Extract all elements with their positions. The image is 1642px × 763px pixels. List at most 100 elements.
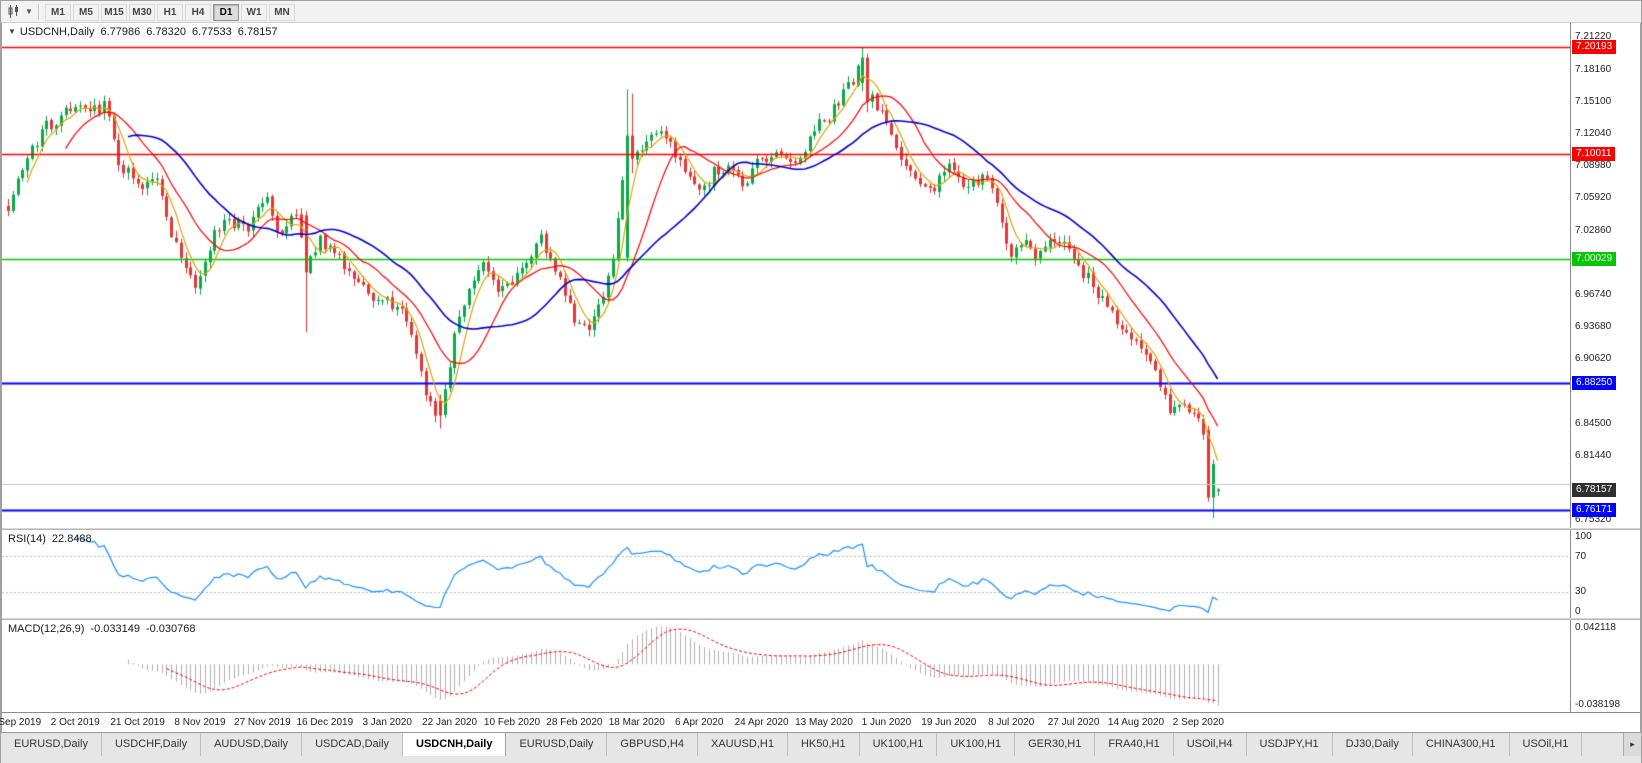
- date-tick: 2 Sep 2020: [1172, 717, 1224, 728]
- symbol-tab-usdcnh-daily[interactable]: USDCNH,Daily: [403, 733, 507, 756]
- rsi-level-70: 70: [1575, 551, 1587, 562]
- price-tick: 7.08980: [1575, 160, 1612, 172]
- date-tick: 13 Sep 2019: [0, 717, 42, 728]
- rsi-level-0: 0: [1575, 606, 1581, 617]
- macd-axis-bottom: -0.038198: [1575, 699, 1621, 710]
- timeframe-button-w1[interactable]: W1: [241, 4, 267, 21]
- price-chart-canvas[interactable]: [2, 23, 1574, 528]
- panel-splitter[interactable]: [2, 618, 1640, 620]
- symbol-tab-fra40-h1[interactable]: FRA40,H1: [1095, 733, 1174, 756]
- date-tick: 16 Dec 2019: [296, 717, 354, 728]
- panel-splitter[interactable]: [2, 528, 1640, 530]
- macd-title: MACD(12,26,9) -0.033149 -0.030768: [8, 623, 196, 635]
- price-tick: 6.96740: [1575, 289, 1612, 301]
- one-click-trading-icon[interactable]: ▼: [8, 27, 16, 36]
- status-strip: [1, 756, 1641, 763]
- symbol-tab-usdcad-daily[interactable]: USDCAD,Daily: [302, 733, 404, 756]
- rsi-value: 22.8488: [51, 533, 92, 545]
- candlestick-glyph: [8, 5, 18, 18]
- timeframe-button-m30[interactable]: M30: [129, 4, 155, 21]
- symbol-tab-usoil-h1[interactable]: USOil,H1: [1509, 733, 1583, 756]
- price-axis[interactable]: 7.21220 7.18160 7.15100 7.12040 7.08980 7.059…: [1570, 23, 1640, 528]
- macd-label: MACD(12,26,9): [8, 623, 85, 635]
- date-tick: 6 Apr 2020: [675, 717, 724, 728]
- symbol-tab-audusd-daily[interactable]: AUDUSD,Daily: [201, 733, 303, 756]
- symbol-tab-china300-h1[interactable]: CHINA300,H1: [1412, 733, 1510, 756]
- date-tick: 8 Jul 2020: [988, 717, 1035, 728]
- date-tick: 14 Aug 2020: [1107, 717, 1165, 728]
- timeframe-button-d1[interactable]: D1: [213, 4, 239, 21]
- date-tick: 1 Jun 2020: [861, 717, 912, 728]
- rsi-axis[interactable]: 100 70 30 0: [1570, 530, 1640, 618]
- symbol-tab-dj30-daily[interactable]: DJ30,Daily: [1332, 733, 1413, 756]
- symbol-tab-bar: EURUSD,Daily USDCHF,Daily AUDUSD,Daily USDC…: [1, 732, 1641, 756]
- symbol-tab-ger30-h1[interactable]: GER30,H1: [1015, 733, 1096, 756]
- chart-type-caret-icon[interactable]: ▼: [25, 7, 33, 16]
- timeframe-button-mn[interactable]: MN: [269, 4, 295, 21]
- symbol-tab-gbpusd-h4[interactable]: GBPUSD,H4: [607, 733, 698, 756]
- time-axis: 13 Sep 2019 2 Oct 2019 21 Oct 2019 8 Nov 20…: [0, 712, 1640, 732]
- ohlc-open: 6.77986: [100, 26, 141, 38]
- rsi-level-100: 100: [1575, 531, 1592, 542]
- symbol-tab-xauusd-h1[interactable]: XAUUSD,H1: [697, 733, 788, 756]
- symbol-tab-usoil-h4[interactable]: USOil,H4: [1173, 733, 1247, 756]
- chart-window: ▼ USDCNH,Daily 6.77986 6.78320 6.77533 6.7815…: [0, 23, 1641, 732]
- symbol-tab-uk100-h1[interactable]: UK100,H1: [859, 733, 938, 756]
- price-tick: 6.90620: [1575, 353, 1612, 365]
- rsi-level-30: 30: [1575, 586, 1587, 597]
- price-tick: 7.02860: [1575, 224, 1612, 236]
- price-line-badge: 6.78157: [1572, 482, 1617, 497]
- macd-axis[interactable]: 0.042118 -0.038198: [1570, 620, 1640, 712]
- date-tick: 19 Jun 2020: [921, 717, 977, 728]
- date-tick: 3 Jan 2020: [362, 717, 412, 728]
- symbol-tab-eurusd-daily[interactable]: EURUSD,Daily: [1, 733, 102, 756]
- date-tick: 2 Oct 2019: [50, 717, 100, 728]
- timeframe-button-m15[interactable]: M15: [101, 4, 127, 21]
- price-tick: 7.21220: [1575, 31, 1612, 43]
- price-chart-panel: ▼ USDCNH,Daily 6.77986 6.78320 6.77533 6.7815…: [2, 23, 1640, 528]
- timeframe-button-m1[interactable]: M1: [45, 4, 71, 21]
- rsi-label: RSI(14): [8, 533, 46, 545]
- tab-scroll-right-icon[interactable]: ▸: [1623, 733, 1641, 756]
- ohlc-close: 6.78157: [237, 26, 278, 38]
- symbol-tab-usdjpy-h1[interactable]: USDJPY,H1: [1246, 733, 1333, 756]
- toolbar-separator: [38, 3, 39, 20]
- timeframe-button-h1[interactable]: H1: [157, 4, 183, 21]
- rsi-panel: RSI(14) 22.8488 100 70 30 0: [2, 530, 1640, 618]
- date-tick: 13 May 2020: [795, 717, 853, 728]
- date-tick: 22 Jan 2020: [422, 717, 478, 728]
- ohlc-high: 6.78320: [146, 26, 187, 38]
- date-tick: 18 Mar 2020: [608, 717, 665, 728]
- symbol-tab-eurusd-daily[interactable]: EURUSD,Daily: [506, 733, 608, 756]
- chart-title: ▼ USDCNH,Daily 6.77986 6.78320 6.77533 6.7815…: [8, 26, 278, 38]
- price-tick: 6.75320: [1575, 514, 1612, 526]
- price-tick: 7.05920: [1575, 192, 1612, 204]
- symbol-tab-uk100-h1[interactable]: UK100,H1: [937, 733, 1016, 756]
- macd-axis-top: 0.042118: [1575, 622, 1616, 633]
- rsi-canvas[interactable]: [2, 530, 1574, 618]
- price-tick: 7.15100: [1575, 95, 1612, 107]
- price-line-badge: 7.00029: [1572, 252, 1617, 267]
- timeframe-button-h4[interactable]: H4: [185, 4, 211, 21]
- timeframe-toolbar: ▼ M1 M5 M15 M30 H1 H4 D1 W1 MN: [1, 1, 1641, 23]
- macd-canvas[interactable]: [2, 620, 1574, 712]
- macd-signal-value: -0.030768: [145, 623, 196, 635]
- price-tick: 6.81440: [1575, 449, 1612, 461]
- rsi-title: RSI(14) 22.8488: [8, 533, 92, 545]
- price-tick: 6.84500: [1575, 417, 1612, 429]
- ohlc-low: 6.77533: [192, 26, 232, 38]
- price-line-badge: 7.20193: [1572, 40, 1617, 55]
- price-tick: 6.93680: [1575, 321, 1612, 333]
- date-tick: 24 Apr 2020: [734, 717, 789, 728]
- date-tick: 8 Nov 2019: [174, 717, 226, 728]
- symbol-tab-usdchf-daily[interactable]: USDCHF,Daily: [101, 733, 202, 756]
- date-tick: 27 Nov 2019: [234, 717, 291, 728]
- symbol-tab-hk50-h1[interactable]: HK50,H1: [787, 733, 860, 756]
- macd-panel: MACD(12,26,9) -0.033149 -0.030768 0.042118…: [2, 620, 1640, 712]
- chart-cursor-icon[interactable]: [5, 4, 23, 20]
- price-line-badge: 7.10011: [1572, 147, 1616, 162]
- timeframe-button-m5[interactable]: M5: [73, 4, 99, 21]
- date-tick: 28 Feb 2020: [546, 717, 603, 728]
- chart-symbol-label: USDCNH,Daily: [19, 26, 95, 38]
